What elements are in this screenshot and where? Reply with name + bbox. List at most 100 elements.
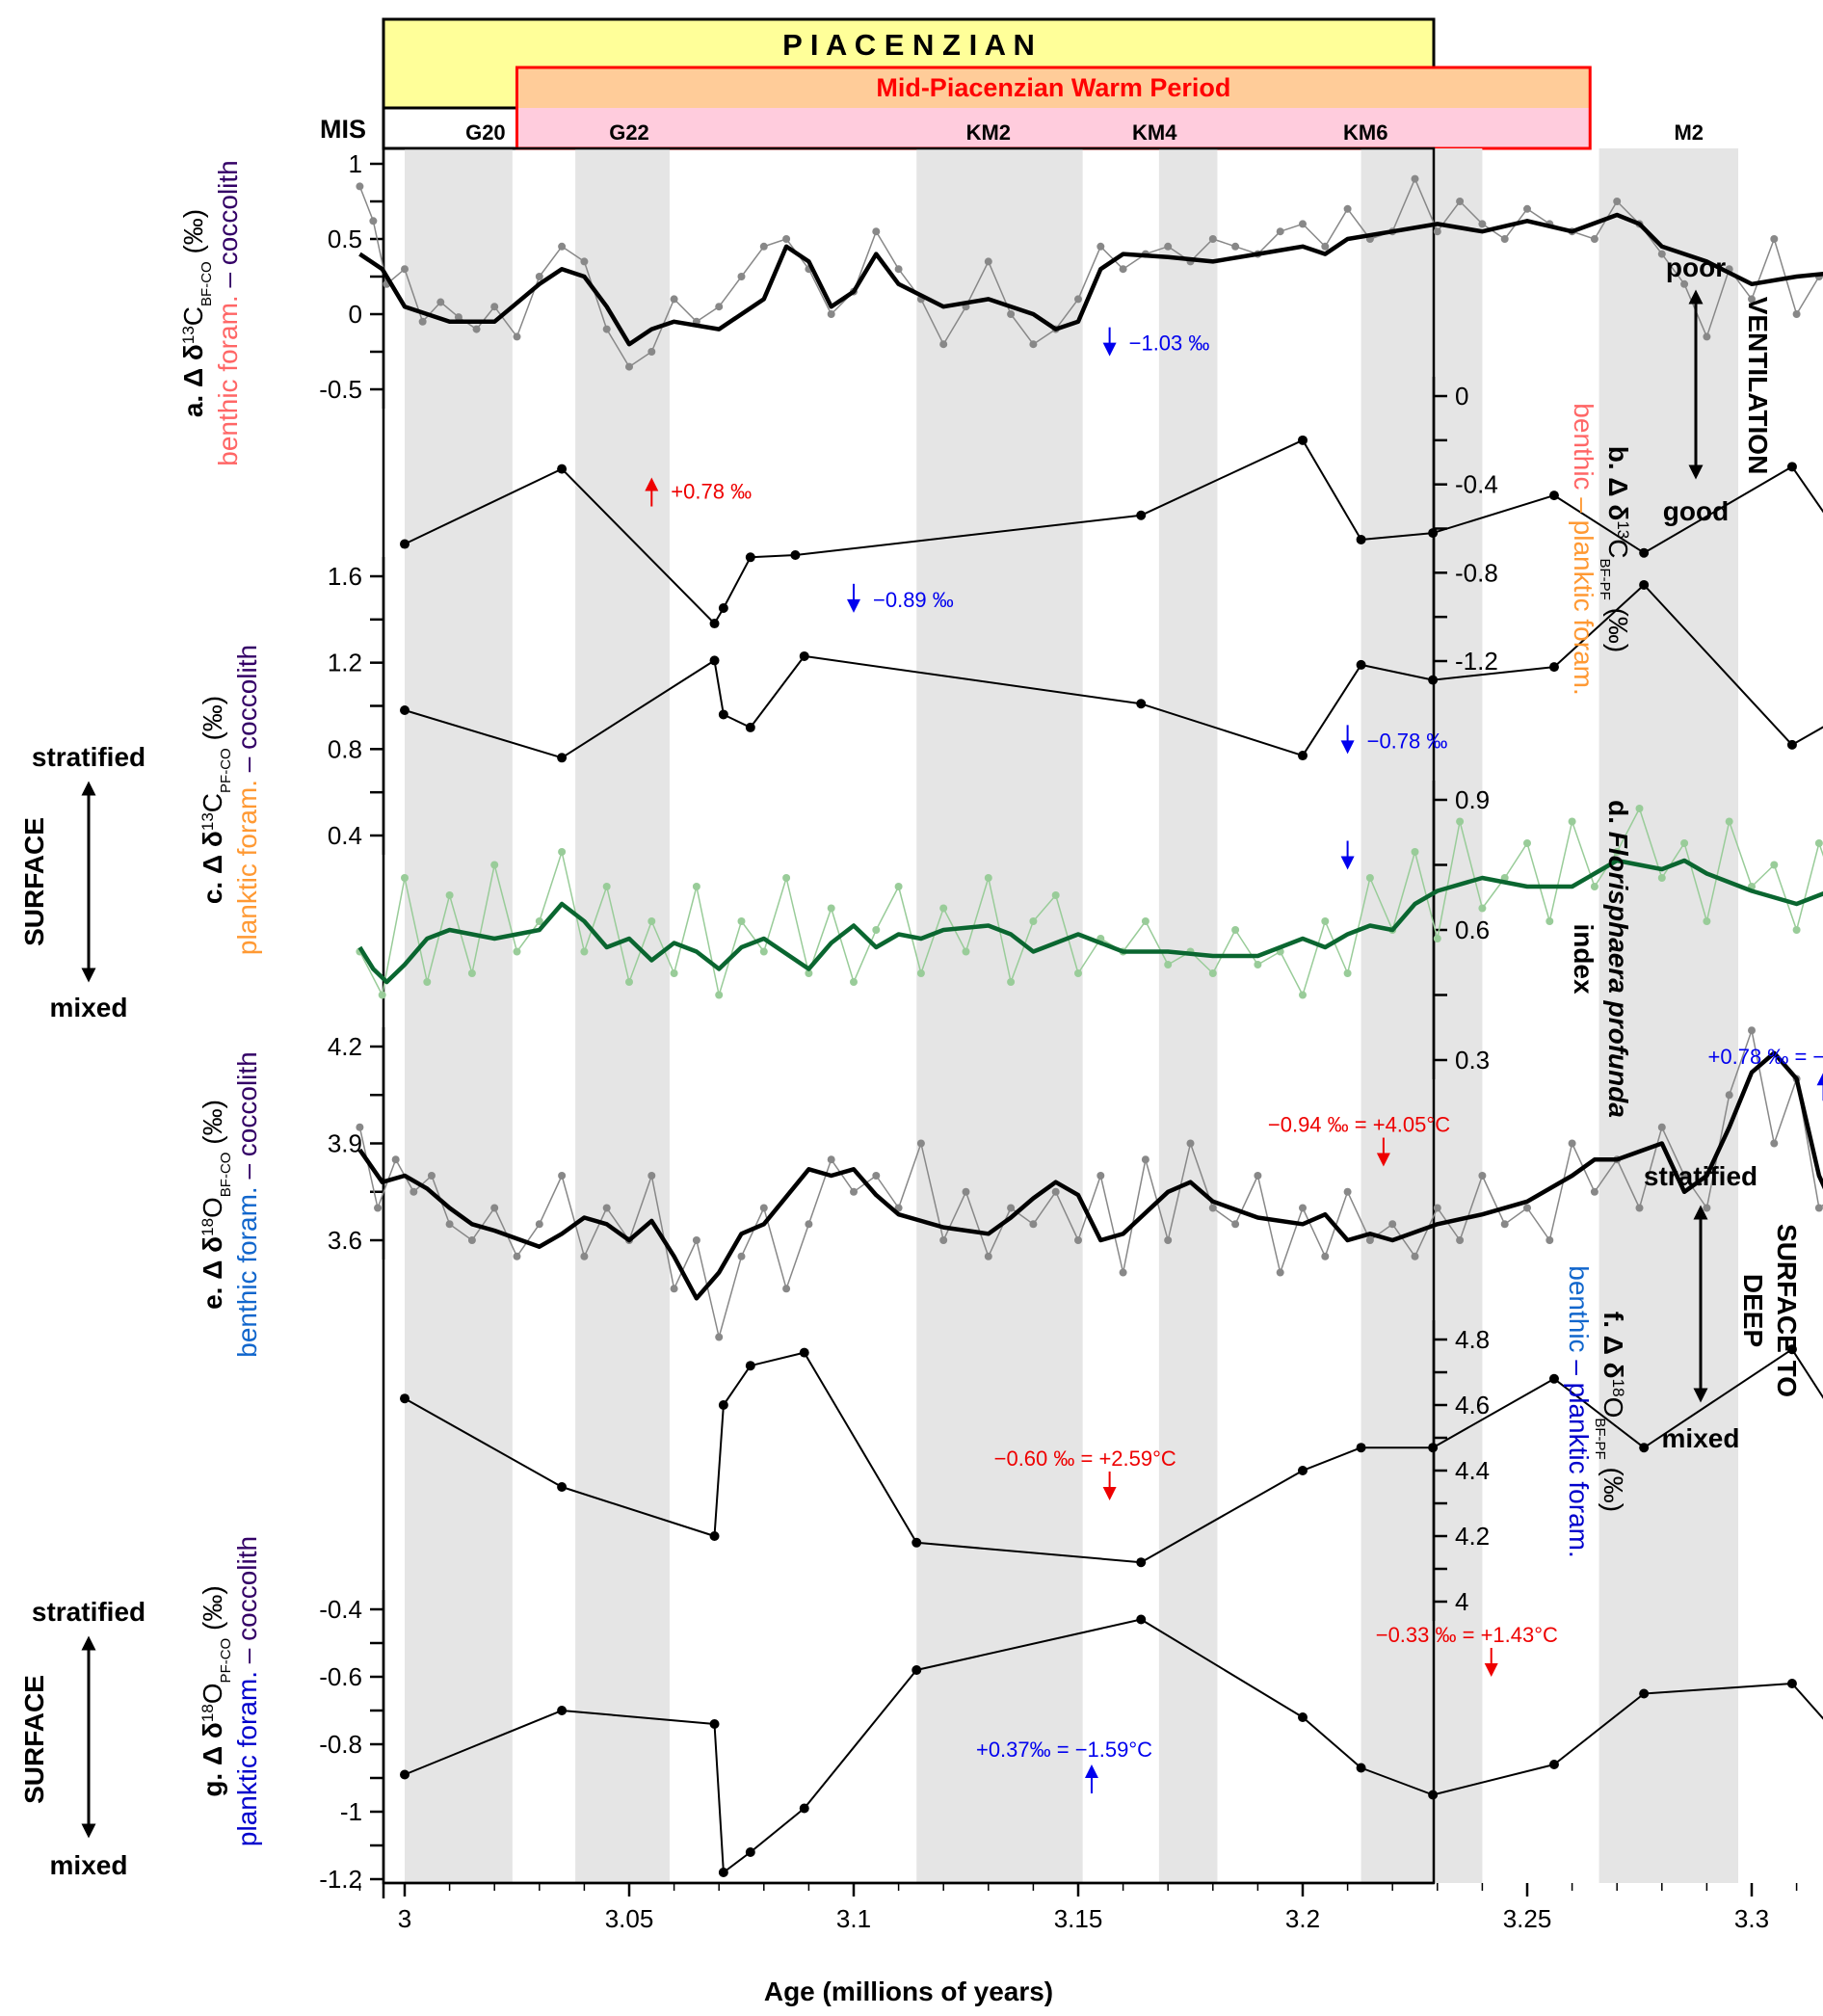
data-point-g-0 xyxy=(400,1769,410,1780)
data-point-a-0 xyxy=(356,182,364,191)
panel-label-e-source1: benthic foram. xyxy=(232,1186,262,1357)
down-arrow-icon xyxy=(1484,1663,1498,1677)
data-point-a-45 xyxy=(1321,242,1330,251)
data-point-e-42 xyxy=(1276,1268,1284,1277)
data-point-d-53 xyxy=(1546,917,1554,925)
data-point-b-1 xyxy=(557,464,568,474)
data-point-b-0 xyxy=(400,539,410,549)
data-point-a-25 xyxy=(872,227,881,236)
data-point-a-15 xyxy=(647,348,656,356)
panel-label-d-prefix: d. xyxy=(1603,800,1633,832)
data-point-e-46 xyxy=(1365,1236,1374,1244)
data-point-e-47 xyxy=(1388,1220,1397,1229)
data-point-c-9 xyxy=(1428,675,1439,685)
panel-label-f-line2: benthic – planktic foram. xyxy=(1564,1265,1594,1558)
data-point-f-4 xyxy=(745,1361,755,1371)
mis-stage-km4: KM4 xyxy=(1132,120,1177,145)
data-point-e-15 xyxy=(670,1285,678,1293)
panel-label-e-part: BF-CO xyxy=(218,1153,234,1198)
data-point-a-36 xyxy=(1119,265,1127,274)
data-point-a-9 xyxy=(513,332,521,341)
panel-label-f-part: f. Δ δ xyxy=(1598,1312,1628,1379)
data-point-c-2 xyxy=(709,655,720,666)
data-point-c-0 xyxy=(400,704,410,715)
panel-label-f-source2: – planktic foram. xyxy=(1564,1353,1594,1558)
data-point-f-3 xyxy=(718,1400,728,1410)
mixed-label-top: mixed xyxy=(50,993,128,1022)
data-point-e-20 xyxy=(782,1285,791,1293)
data-point-e-5 xyxy=(445,1220,454,1229)
x-tick-label-0: 3 xyxy=(398,1904,411,1933)
y-tick-label-c-3: 0.4 xyxy=(328,821,362,850)
y-tick-label-b-3: -1.2 xyxy=(1455,647,1498,676)
panel-label-c-part: 13 xyxy=(198,812,217,831)
data-point-d-24 xyxy=(894,883,903,890)
data-point-b-10 xyxy=(1548,491,1559,501)
data-point-d-8 xyxy=(535,917,543,925)
data-point-d-12 xyxy=(625,978,633,986)
annotation-text-11: −0.60 ‰ = +2.59°C xyxy=(994,1446,1176,1471)
panel-label-f-line1: f. Δ δ18OBF-PF (‰) xyxy=(1593,1312,1629,1512)
data-point-f-9 xyxy=(1356,1443,1366,1453)
mis-stage-g20: G20 xyxy=(465,120,506,145)
data-point-e-52 xyxy=(1500,1220,1509,1229)
mpwp-mis-highlight xyxy=(516,108,1591,148)
data-point-g-13 xyxy=(1786,1679,1797,1688)
panel-label-g-line1: g. Δ δ18OPF-CO (‰) xyxy=(198,1585,234,1796)
data-point-d-25 xyxy=(916,969,925,977)
stratified-label-top: stratified xyxy=(32,742,145,772)
y-tick-label-g-0: -0.4 xyxy=(319,1595,362,1624)
panel-label-e-part: e. Δ δ xyxy=(198,1236,227,1310)
glacial-bands xyxy=(405,148,1739,1883)
data-point-e-36 xyxy=(1141,1155,1149,1164)
data-point-a-26 xyxy=(894,265,903,274)
data-point-a-28 xyxy=(939,340,948,349)
data-point-a-19 xyxy=(737,273,746,280)
annotation-text-2: +0.78 ‰ xyxy=(671,480,752,504)
data-point-e-66 xyxy=(1814,1204,1823,1212)
y-tick-label-b-0: 0 xyxy=(1455,382,1468,411)
data-point-d-19 xyxy=(782,874,791,882)
data-point-g-11 xyxy=(1548,1760,1559,1769)
data-point-d-63 xyxy=(1770,861,1779,869)
data-point-e-64 xyxy=(1770,1139,1779,1148)
panel-label-e-part: O xyxy=(198,1197,227,1218)
data-point-e-22 xyxy=(827,1155,835,1164)
up-arrow-icon xyxy=(645,477,659,491)
data-point-e-35 xyxy=(1119,1268,1127,1277)
panel-label-f-part: 18 xyxy=(1610,1379,1628,1397)
data-point-f-5 xyxy=(799,1347,809,1358)
data-point-g-8 xyxy=(1298,1712,1308,1722)
data-point-e-55 xyxy=(1568,1139,1576,1148)
series-layer xyxy=(356,174,1823,1877)
y-tick-label-d-0: 0.9 xyxy=(1455,785,1490,814)
data-point-c-7 xyxy=(1298,751,1308,761)
data-point-b-7 xyxy=(1298,435,1308,445)
data-point-e-33 xyxy=(1074,1236,1082,1244)
up-arrow-icon xyxy=(1084,1764,1098,1778)
data-point-d-43 xyxy=(1321,917,1330,925)
panel-label-f-part: BF-PF xyxy=(1593,1418,1609,1459)
y-tick-label-f-0: 4.8 xyxy=(1455,1325,1490,1354)
series-line-f-points xyxy=(404,1348,1823,1564)
data-point-c-3 xyxy=(718,709,728,720)
y-tick-label-c-0: 1.6 xyxy=(328,562,362,591)
down-arrow-icon xyxy=(1102,1487,1117,1500)
data-point-d-54 xyxy=(1568,817,1576,826)
data-point-e-51 xyxy=(1478,1172,1487,1180)
data-point-d-45 xyxy=(1365,874,1374,882)
panel-label-a: a. Δ δ13CBF-CO (‰)benthic foram. – cocco… xyxy=(178,160,243,466)
data-point-d-15 xyxy=(692,883,700,890)
panel-label-b-line1: b. Δ δ13CBF-PF (‰) xyxy=(1598,446,1634,652)
data-point-f-8 xyxy=(1298,1466,1308,1475)
data-point-a-34 xyxy=(1074,295,1082,304)
glacial-band-3 xyxy=(916,148,1083,1883)
panel-label-a-source1: benthic foram. xyxy=(213,295,243,465)
data-point-d-36 xyxy=(1164,961,1173,968)
data-point-a-35 xyxy=(1096,242,1105,251)
data-point-e-9 xyxy=(535,1220,543,1229)
data-point-e-14 xyxy=(647,1172,656,1180)
data-point-c-1 xyxy=(557,753,568,763)
data-point-e-58 xyxy=(1635,1204,1644,1212)
